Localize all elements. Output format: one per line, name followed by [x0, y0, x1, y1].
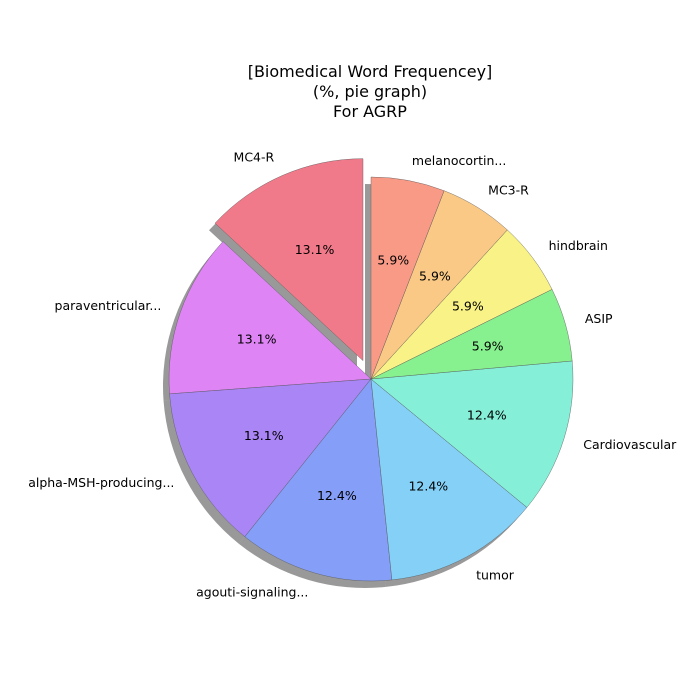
slice-layer: [168, 158, 574, 582]
slice-label-tumor: tumor: [476, 567, 515, 582]
slice-label-agouti-signaling: agouti-signaling...: [196, 585, 308, 600]
slice-label-mc3-r: MC3-R: [488, 183, 529, 198]
slice-percent-mc4-r: 13.1%: [295, 242, 335, 257]
slice-percent-paraventricular: 13.1%: [237, 331, 277, 346]
slice-label-paraventricular: paraventricular...: [55, 298, 162, 313]
slice-percent-alpha-msh-producing: 13.1%: [244, 428, 284, 443]
slice-label-cardiovascular: Cardiovascular: [583, 437, 677, 452]
chart-title-line-2: (%, pie graph): [313, 82, 427, 101]
chart-title-line-3: For AGRP: [333, 102, 407, 121]
slice-label-hindbrain: hindbrain: [549, 238, 608, 253]
slice-percent-asip: 5.9%: [472, 339, 504, 354]
slice-label-alpha-msh-producing: alpha-MSH-producing...: [28, 475, 174, 490]
pie-slice-tumor: [370, 378, 528, 581]
slice-label-asip: ASIP: [585, 311, 613, 326]
slice-percent-hindbrain: 5.9%: [452, 299, 484, 314]
slice-percent-agouti-signaling: 12.4%: [317, 488, 357, 503]
pie-slice-alpha-msh-producing: [169, 378, 372, 538]
pie-slice-mc4-r: [214, 158, 364, 362]
slice-label-melanocortin: melanocortin...: [412, 153, 506, 168]
label-layer: MC4-R 13.1% paraventricular... 13.1% alpha-M…: [28, 149, 677, 599]
slice-percent-cardiovascular: 12.4%: [467, 407, 507, 422]
pie-slice-cardiovascular: [370, 360, 574, 508]
slice-percent-melanocortin: 5.9%: [377, 252, 409, 267]
chart-title-line-1: [Biomedical Word Frequencey]: [248, 62, 493, 81]
slice-percent-mc3-r: 5.9%: [419, 269, 451, 284]
pie-slice-melanocortin: [370, 176, 445, 380]
pie-slice-agouti-signaling: [244, 378, 393, 582]
slice-percent-tumor: 12.4%: [408, 478, 448, 493]
slice-label-mc4-r: MC4-R: [234, 149, 275, 164]
pie-slice-paraventricular: [168, 241, 372, 395]
